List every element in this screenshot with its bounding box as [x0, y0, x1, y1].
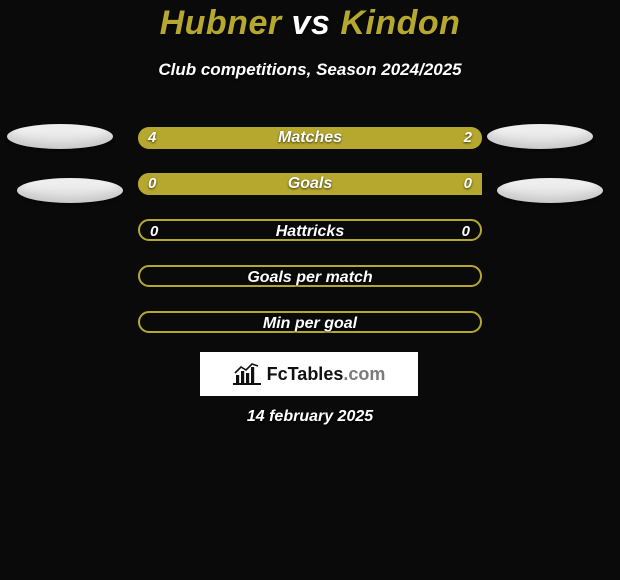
source-name: FcTables.com	[267, 364, 386, 385]
stat-label-goals: Goals	[138, 173, 482, 195]
stat-row-goals: Goals0 0	[138, 173, 482, 195]
player2-name: Kindon	[340, 4, 460, 42]
date-label: 14 february 2025	[0, 408, 620, 426]
vs-label: vs	[292, 4, 331, 42]
source-name-bold: FcTables	[267, 364, 344, 384]
chart-icon	[233, 363, 261, 385]
stat-row-gpm: Goals per match	[138, 265, 482, 287]
player1-name: Hubner	[160, 4, 282, 42]
source-badge: FcTables.com	[200, 352, 418, 396]
stat-label-hattricks: Hattricks	[140, 221, 480, 239]
comparison-card: Hubner vs Kindon Club competitions, Seas…	[0, 0, 620, 580]
value-ellipse-left-goals	[17, 178, 123, 203]
subtitle: Club competitions, Season 2024/2025	[0, 60, 620, 80]
stat-row-matches: Matches4 2	[138, 127, 482, 149]
stat-value-right-hattricks: 0	[462, 221, 470, 239]
source-name-domain: .com	[343, 364, 385, 384]
value-ellipse-left-matches	[7, 124, 113, 149]
stat-row-mpg: Min per goal	[138, 311, 482, 333]
stat-value-left-goals: 0	[148, 173, 156, 195]
stat-label-gpm: Goals per match	[140, 267, 480, 285]
stat-value-right-goals: 0	[464, 173, 472, 195]
stat-label-mpg: Min per goal	[140, 313, 480, 331]
stat-row-hattricks: Hattricks0 0	[138, 219, 482, 241]
stat-label-matches: Matches	[138, 127, 482, 149]
stat-value-right-matches: 2	[464, 127, 472, 149]
stat-value-left-matches: 4	[148, 127, 156, 149]
value-ellipse-right-goals	[497, 178, 603, 203]
value-ellipse-right-matches	[487, 124, 593, 149]
stat-value-left-hattricks: 0	[150, 221, 158, 239]
page-title: Hubner vs Kindon	[0, 4, 620, 43]
